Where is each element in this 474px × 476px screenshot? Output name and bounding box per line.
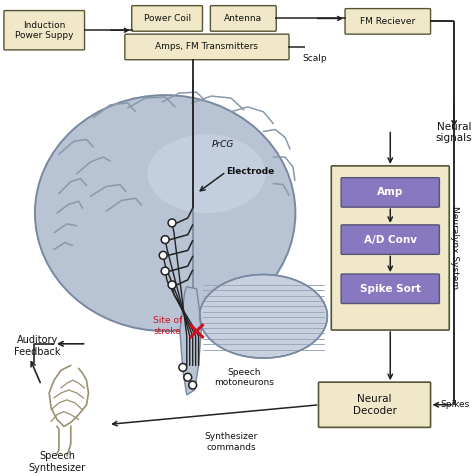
Ellipse shape	[35, 95, 295, 331]
FancyBboxPatch shape	[125, 34, 289, 60]
Text: Neural
signals: Neural signals	[436, 122, 473, 143]
Text: Spikes: Spikes	[440, 400, 470, 409]
Polygon shape	[180, 287, 201, 395]
FancyBboxPatch shape	[4, 10, 84, 50]
Text: Electrode: Electrode	[226, 167, 274, 176]
Circle shape	[184, 373, 191, 381]
Text: Neuralynx System: Neuralynx System	[450, 206, 459, 289]
FancyBboxPatch shape	[210, 6, 276, 31]
FancyBboxPatch shape	[341, 225, 439, 254]
Text: PrCG: PrCG	[211, 140, 234, 149]
Circle shape	[189, 381, 197, 389]
Text: Speech
Synthesizer: Speech Synthesizer	[28, 451, 86, 473]
Text: Site of
stroke: Site of stroke	[153, 317, 182, 336]
Text: Antenna: Antenna	[224, 14, 262, 23]
Text: Power Coil: Power Coil	[144, 14, 191, 23]
Text: Speech
motoneurons: Speech motoneurons	[214, 367, 274, 387]
Text: Amp: Amp	[377, 188, 403, 198]
Text: A/D Conv: A/D Conv	[364, 235, 417, 245]
Text: Scalp: Scalp	[303, 54, 328, 63]
FancyBboxPatch shape	[341, 178, 439, 207]
FancyBboxPatch shape	[331, 166, 449, 330]
Text: Amps, FM Transmitters: Amps, FM Transmitters	[155, 42, 258, 51]
Circle shape	[161, 236, 169, 244]
Circle shape	[168, 281, 176, 289]
Text: FM Reciever: FM Reciever	[360, 17, 415, 26]
FancyBboxPatch shape	[319, 382, 430, 427]
Text: Auditory
Feedback: Auditory Feedback	[14, 335, 61, 357]
Circle shape	[159, 251, 167, 259]
FancyBboxPatch shape	[345, 9, 430, 34]
Circle shape	[161, 267, 169, 275]
Ellipse shape	[147, 134, 265, 213]
Circle shape	[179, 364, 187, 371]
Text: Induction
Power Suppy: Induction Power Suppy	[15, 20, 73, 40]
Text: Synthesizer
commands: Synthesizer commands	[204, 432, 258, 452]
Text: Neural
Decoder: Neural Decoder	[353, 394, 396, 416]
Text: Spike Sort: Spike Sort	[360, 284, 421, 294]
FancyBboxPatch shape	[132, 6, 202, 31]
FancyBboxPatch shape	[341, 274, 439, 304]
Ellipse shape	[200, 275, 328, 358]
Circle shape	[168, 219, 176, 227]
